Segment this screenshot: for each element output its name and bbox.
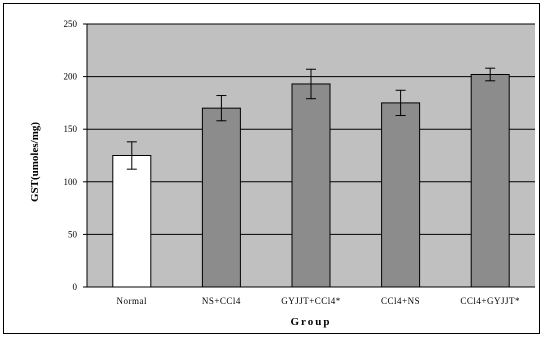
y-tick-label: 0 <box>73 282 78 292</box>
y-tick-label: 250 <box>64 19 78 29</box>
y-tick-label: 200 <box>64 72 78 82</box>
bar <box>201 107 241 288</box>
y-tick-labels: 0 50 100 150 200 250 <box>64 19 78 292</box>
error-bars <box>126 67 496 170</box>
x-tick-label: CCl4+NS <box>381 296 420 306</box>
x-tick-label: NS+CCl4 <box>202 296 241 306</box>
bar <box>381 102 421 288</box>
error-bar <box>216 95 227 122</box>
y-tick-label: 100 <box>64 177 78 187</box>
axes <box>83 23 535 288</box>
bar <box>470 73 510 288</box>
error-bar <box>395 89 406 117</box>
x-tick-labels: Normal NS+CCl4 GYJJT+CCl4* CCl4+NS CCl4+GYJJ… <box>117 296 520 306</box>
error-bar <box>306 68 316 100</box>
y-axis-title: GST(umoles/mg) <box>29 122 41 202</box>
bar <box>112 155 152 288</box>
error-bar <box>126 141 137 170</box>
y-tick-label: 150 <box>64 124 78 134</box>
x-tick-label: CCl4+GYJJT* <box>460 296 520 306</box>
bar <box>291 83 331 288</box>
x-axis-title: Group <box>291 316 332 328</box>
bars <box>112 73 510 288</box>
x-tick-label: Normal <box>117 296 148 306</box>
error-bar <box>485 67 496 82</box>
x-tick-label: GYJJT+CCl4* <box>281 296 341 306</box>
y-tick-label: 50 <box>68 229 78 239</box>
